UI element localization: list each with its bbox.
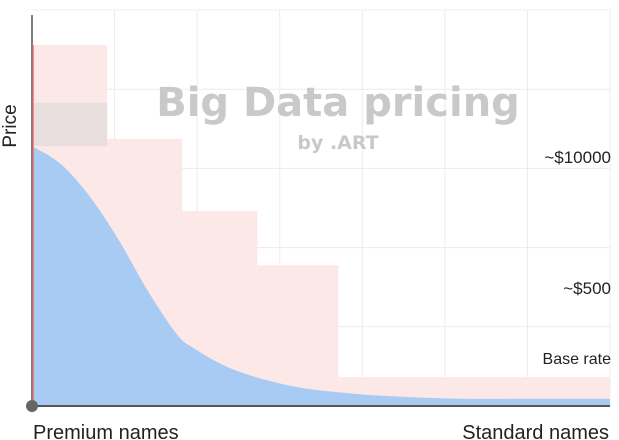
x-axis-end-label: Standard names (462, 422, 609, 440)
annotation-base-rate: Base rate (543, 351, 612, 368)
x-axis-start-label: Premium names (33, 422, 179, 440)
overlap-block (32, 102, 108, 147)
chart-subtitle: by .ART (297, 132, 378, 154)
grid-lines (32, 9, 611, 406)
chart-title: Big Data pricing (156, 80, 520, 126)
origin-dot (26, 400, 38, 412)
price-curve-area (32, 146, 610, 406)
annotation-500: ~$500 (563, 279, 611, 298)
annotation-10000: ~$10000 (544, 148, 611, 167)
overlap-shading (32, 102, 108, 147)
y-axis-label: Price (0, 104, 21, 147)
